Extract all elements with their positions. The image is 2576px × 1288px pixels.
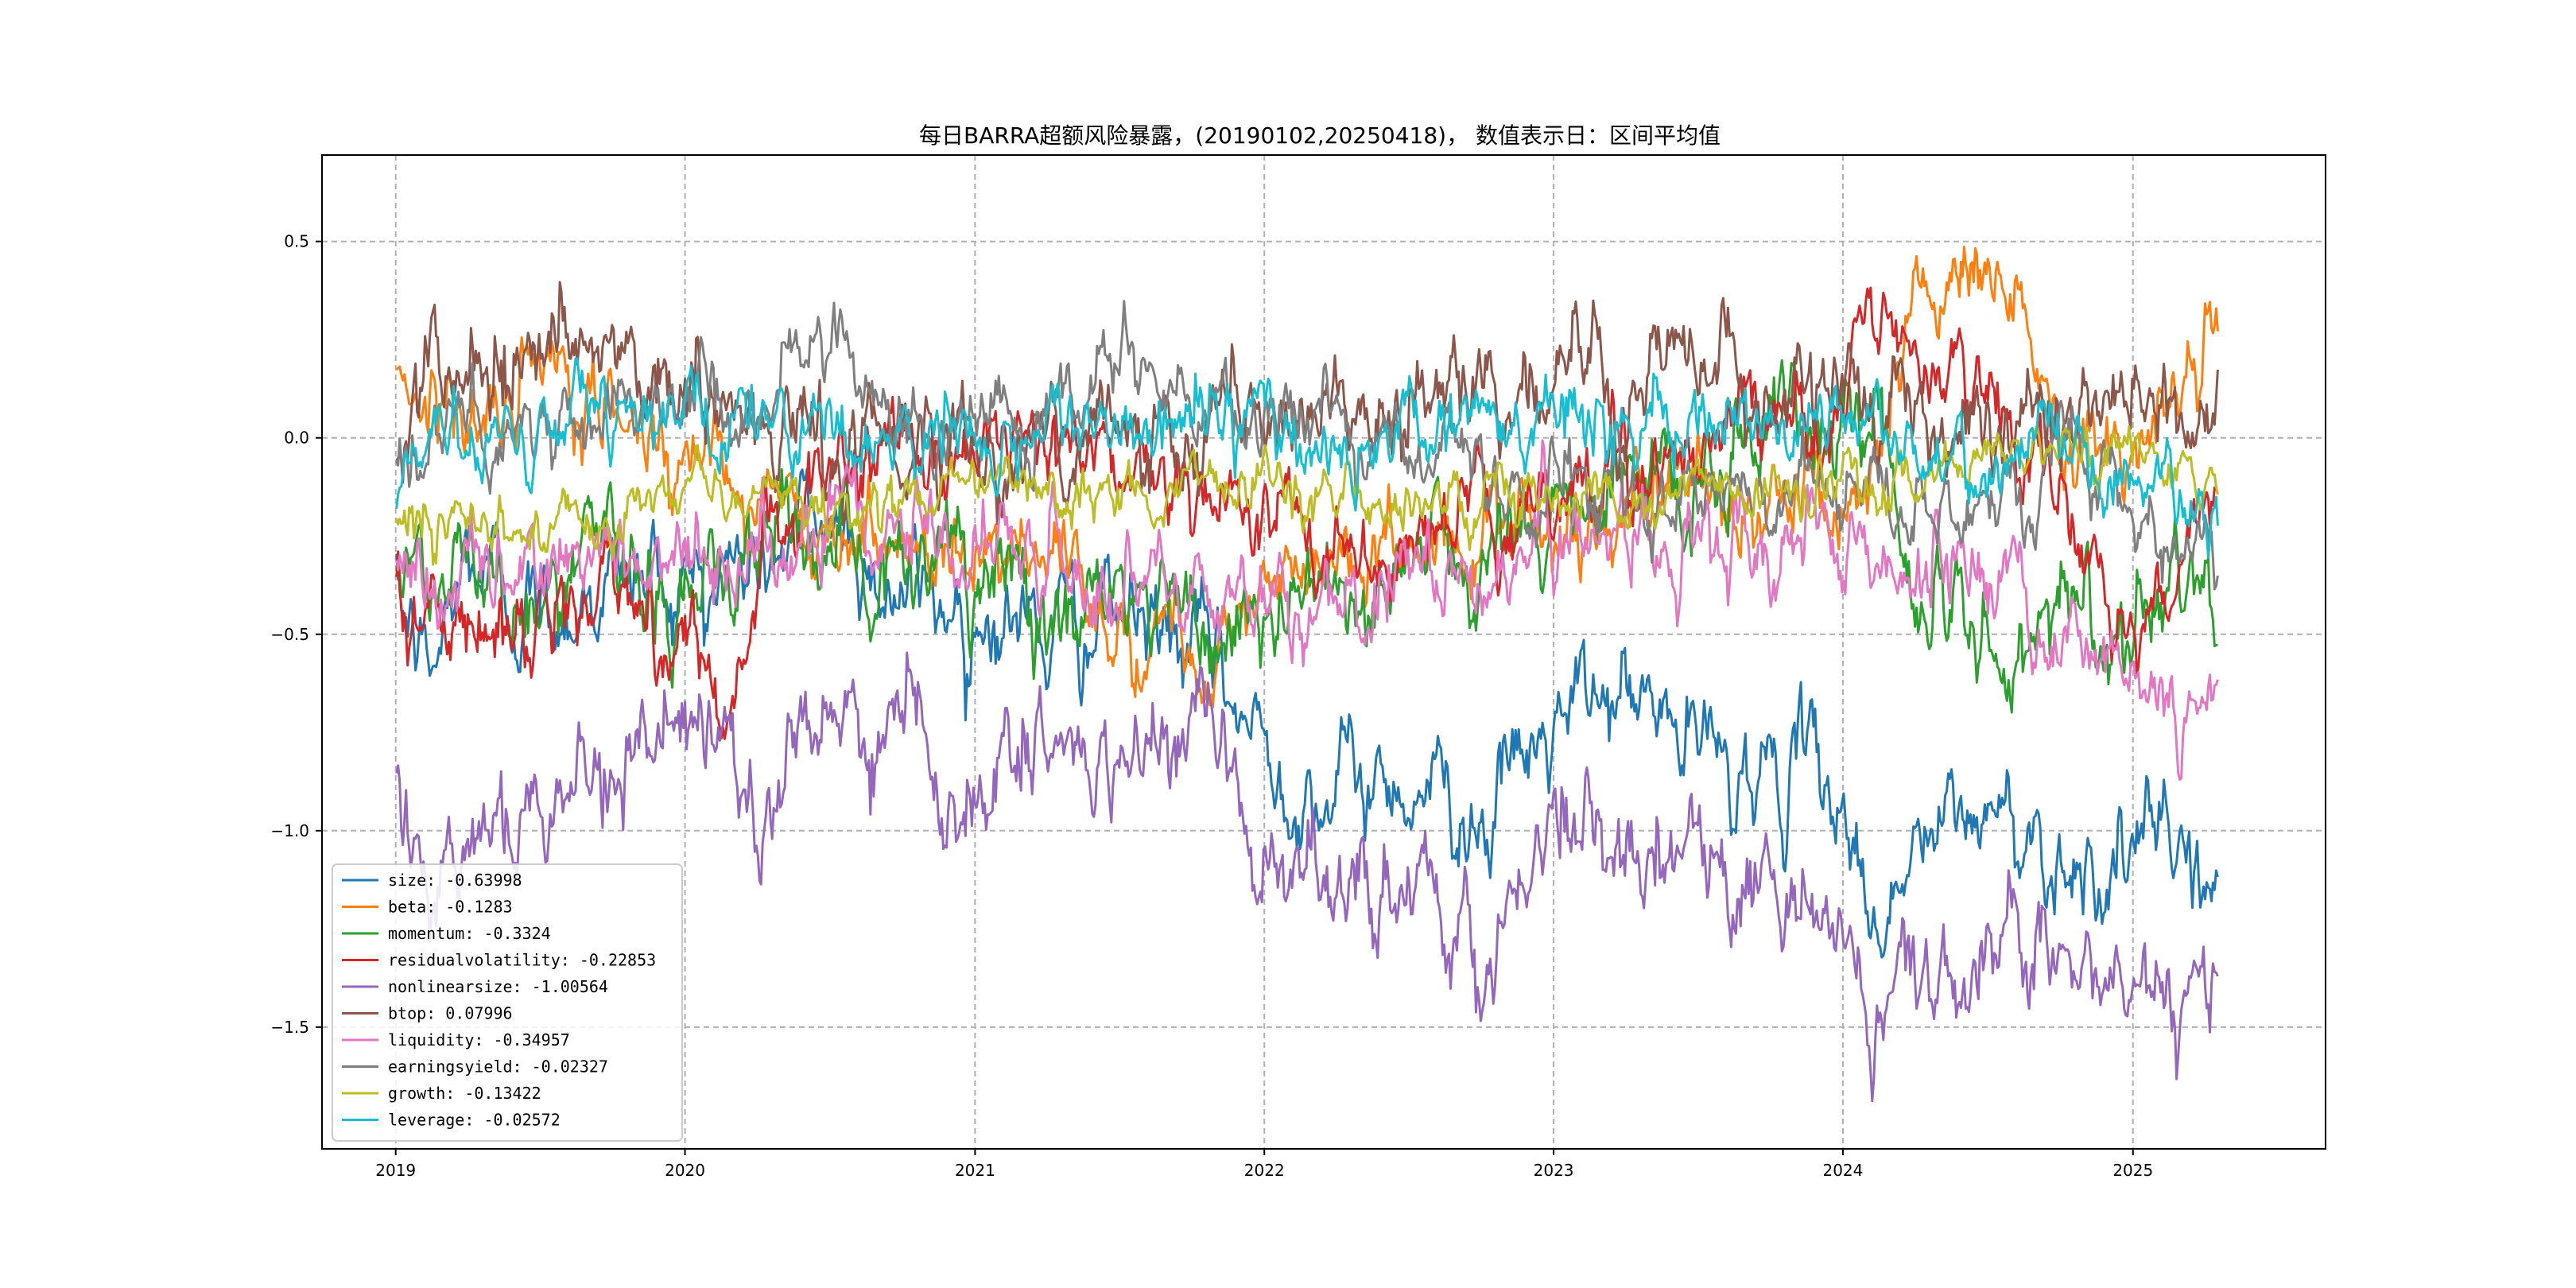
legend-label-growth: growth: -0.13422 [388,1084,541,1103]
series-line-nonlinearsize [395,651,2219,1103]
legend-label-residualvolatility: residualvolatility: -0.22853 [388,951,656,970]
y-tick-label: −0.5 [270,625,309,644]
chart-title: 每日BARRA超额风险暴露，(20190102,20250418)， 数值表示日… [919,122,1721,149]
y-tick-label: 0.5 [284,232,309,251]
legend-label-leverage: leverage: -0.02572 [388,1111,561,1130]
x-tick-label: 2024 [1822,1161,1863,1180]
legend-label-beta: beta: -0.1283 [388,898,513,917]
x-tick-label: 2025 [2112,1161,2153,1180]
x-tick-label: 2020 [665,1161,705,1180]
legend-label-earningsyield: earningsyield: -0.02327 [388,1057,608,1077]
series-line-momentum [395,359,2218,714]
series-line-size [395,467,2219,959]
series-line-residualvolatility [395,286,2219,740]
x-tick-label: 2021 [955,1161,995,1180]
y-tick-label: −1.0 [270,821,309,840]
series-line-earningsyield [395,300,2219,591]
legend-label-btop: btop: 0.07996 [388,1004,513,1023]
series-line-leverage [395,357,2219,559]
plot-frame [321,154,2326,1150]
legend: size: -0.63998 beta: -0.1283 momentum: -0.… [332,863,683,1142]
series-layer [395,246,2219,1103]
legend-box [332,863,683,1142]
legend-label-nonlinearsize: nonlinearsize: -1.00564 [388,977,608,996]
series-line-growth [395,424,2219,566]
legend-label-momentum: momentum: -0.3324 [388,924,551,943]
x-tick-label: 2023 [1534,1161,1574,1180]
y-tick-label: −1.5 [270,1018,309,1037]
x-tick-label: 2022 [1244,1161,1285,1180]
ticks-layer: 2019 2020 2021 2022 2023 2024 2025 0.5 0.0 −0.5 −1… [270,232,2153,1180]
legend-label-liquidity: liquidity: -0.34957 [388,1030,570,1049]
series-line-liquidity [395,439,2219,781]
x-tick-label: 2019 [375,1161,416,1180]
series-line-btop [395,281,2219,527]
legend-label-size: size: -0.63998 [388,871,522,890]
y-tick-label: 0.0 [284,429,309,448]
